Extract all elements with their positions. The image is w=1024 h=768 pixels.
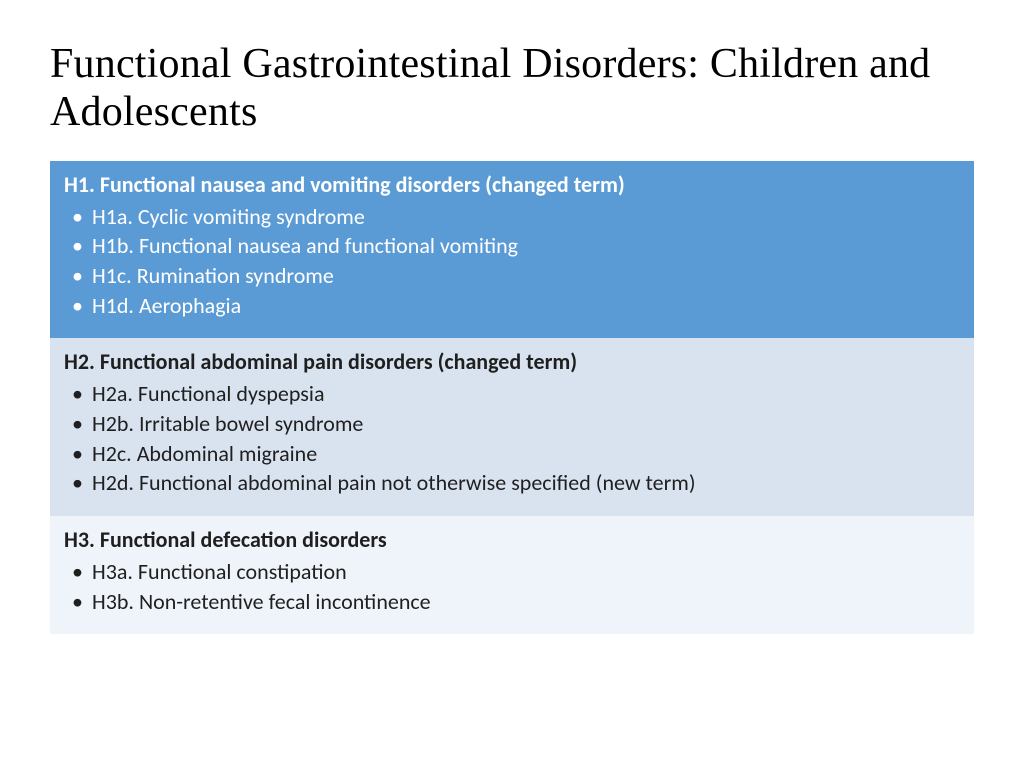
list-item: H1b. Functional nausea and functional vo… xyxy=(70,231,960,261)
section-h3: H3. Functional defecation disorders H3a.… xyxy=(50,516,974,634)
section-list: H2a. Functional dyspepsia H2b. Irritable… xyxy=(64,379,960,498)
slide-container: Functional Gastrointestinal Disorders: C… xyxy=(0,0,1024,768)
section-header: H3. Functional defecation disorders xyxy=(64,526,960,553)
section-h1: H1. Functional nausea and vomiting disor… xyxy=(50,161,974,339)
list-item: H1a. Cyclic vomiting syndrome xyxy=(70,202,960,232)
list-item: H1c. Rumination syndrome xyxy=(70,261,960,291)
list-item: H2b. Irritable bowel syndrome xyxy=(70,409,960,439)
list-item: H2a. Functional dyspepsia xyxy=(70,379,960,409)
section-header: H2. Functional abdominal pain disorders … xyxy=(64,348,960,375)
list-item: H2c. Abdominal migraine xyxy=(70,439,960,469)
page-title: Functional Gastrointestinal Disorders: C… xyxy=(50,40,974,137)
section-list: H1a. Cyclic vomiting syndrome H1b. Funct… xyxy=(64,202,960,321)
list-item: H1d. Aerophagia xyxy=(70,291,960,321)
section-header: H1. Functional nausea and vomiting disor… xyxy=(64,171,960,198)
section-h2: H2. Functional abdominal pain disorders … xyxy=(50,338,974,516)
list-item: H3a. Functional constipation xyxy=(70,557,960,587)
section-list: H3a. Functional constipation H3b. Non-re… xyxy=(64,557,960,616)
list-item: H2d. Functional abdominal pain not other… xyxy=(70,468,960,498)
list-item: H3b. Non-retentive fecal incontinence xyxy=(70,587,960,617)
